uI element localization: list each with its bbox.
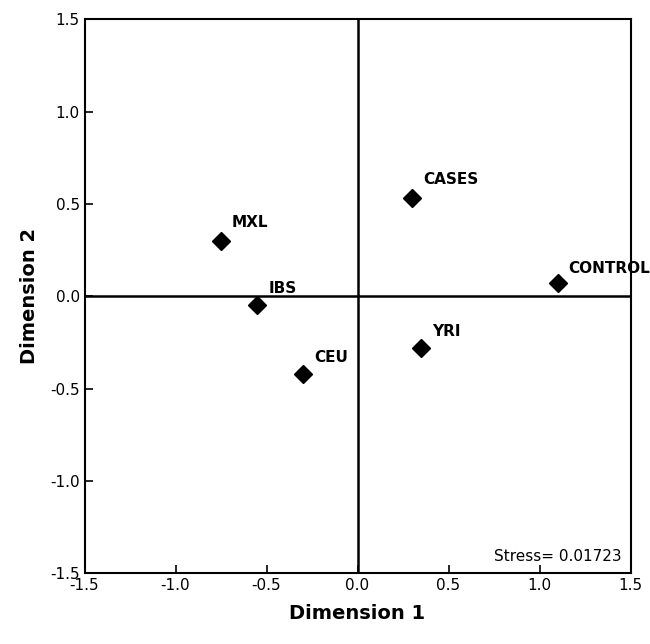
Text: IBS: IBS bbox=[268, 281, 296, 296]
X-axis label: Dimension 1: Dimension 1 bbox=[289, 604, 426, 623]
Text: YRI: YRI bbox=[432, 324, 461, 339]
Text: CEU: CEU bbox=[314, 350, 348, 365]
Text: CASES: CASES bbox=[423, 173, 478, 187]
Text: CONTROLS: CONTROLS bbox=[569, 261, 650, 276]
Y-axis label: Dimension 2: Dimension 2 bbox=[20, 228, 39, 365]
Text: MXL: MXL bbox=[232, 215, 268, 230]
Text: Stress= 0.01723: Stress= 0.01723 bbox=[494, 549, 621, 564]
